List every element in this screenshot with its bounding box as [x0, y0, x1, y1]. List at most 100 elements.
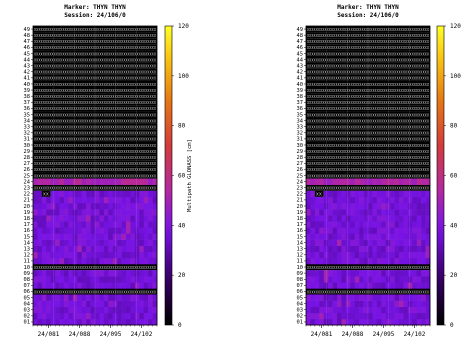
heatmap-cell-08-12: [359, 276, 364, 283]
heatmap-cell-19-18: [385, 209, 391, 216]
y-tick-label: 34: [24, 118, 31, 124]
heatmap-cell-04-20: [121, 300, 127, 307]
heatmap-cell-15-7: [337, 233, 342, 240]
heatmap-cell-18-13: [363, 215, 369, 222]
heatmap-cell-20-12: [86, 202, 91, 210]
heatmap-cell-08-0: [306, 276, 311, 283]
heatmap-cell-02-11: [81, 312, 87, 320]
heatmap-cell-14-13: [363, 239, 369, 246]
heatmap-cell-07-12: [86, 282, 91, 289]
heatmap-cell-09-19: [117, 270, 122, 277]
y-tick-label: 15: [24, 234, 31, 240]
heatmap-cell-09-22: [403, 270, 409, 277]
chart-title: Marker: THYN THYN: [64, 4, 126, 11]
heatmap-cell-01-6: [332, 318, 338, 326]
heatmap-cell-03-19: [117, 306, 122, 314]
heatmap-cell-15-20: [394, 233, 400, 240]
heatmap-cell-14-10: [77, 239, 83, 246]
heatmap-cell-01-16: [376, 318, 382, 326]
heatmap-cell-02-15: [99, 312, 105, 320]
heatmap-cell-04-27: [152, 300, 158, 307]
heatmap-cell-22-27: [425, 190, 431, 198]
y-tick-label: 45: [297, 51, 304, 57]
heatmap-cell-20-9: [72, 202, 78, 210]
heatmap-cell-14-21: [126, 239, 131, 246]
heatmap-cell-05-11: [354, 294, 360, 301]
y-tick-label: 38: [297, 94, 304, 100]
heatmap-cell-02-0: [33, 312, 38, 320]
heatmap-cell-24-13: [90, 178, 96, 185]
heatmap-cell-03-9: [345, 306, 351, 314]
heatmap-cell-18-23: [407, 215, 413, 222]
heatmap-cell-03-11: [81, 306, 87, 314]
heatmap-cell-17-21: [399, 221, 404, 228]
heatmap-cell-21-13: [90, 196, 96, 204]
heatmap-cell-03-10: [77, 306, 83, 314]
heatmap-cell-02-1: [37, 312, 43, 320]
heatmap-cell-19-19: [390, 209, 395, 216]
heatmap-cell-03-22: [130, 306, 136, 314]
heatmap-cell-08-14: [368, 276, 373, 283]
y-tick-label: 45: [24, 51, 31, 57]
heatmap-cell-04-13: [90, 300, 96, 307]
heatmap-cell-01-20: [121, 318, 127, 326]
heatmap-cell-03-9: [72, 306, 78, 314]
heatmap-cell-11-21: [399, 257, 404, 265]
heatmap-cell-17-6: [332, 221, 338, 228]
no-data-marks-30: xxxxxxxxxxxxxxxxxxxxxxxxxxxxxxxxxxxxxxxx…: [34, 143, 156, 149]
heatmap-cell-09-26: [421, 270, 426, 277]
heatmap-cell-01-5: [328, 318, 333, 326]
no-data-row-28: [33, 154, 157, 161]
heatmap-cell-02-1: [310, 312, 316, 320]
no-data-marks-06: xxxxxxxxxxxxxxxxxxxxxxxxxxxxxxxxxxxxxxxx…: [307, 289, 429, 295]
no-data-marks-41: xxxxxxxxxxxxxxxxxxxxxxxxxxxxxxxxxxxxxxxx…: [307, 76, 429, 82]
heatmap-cell-13-3: [46, 245, 52, 253]
heatmap-cell-15-3: [46, 233, 52, 240]
heatmap-cell-03-14: [95, 306, 100, 314]
heatmap-cell-19-26: [148, 209, 153, 216]
heatmap-cell-13-10: [350, 245, 356, 253]
heatmap-cell-03-21: [126, 306, 131, 314]
heatmap-cell-21-4: [323, 196, 329, 204]
heatmap-cell-16-9: [72, 227, 78, 234]
heatmap-cell-18-3: [46, 215, 52, 222]
x-tick-label: 24/102: [404, 331, 426, 338]
y-tick-label: 44: [24, 57, 31, 63]
heatmap-cell-18-24: [412, 215, 418, 222]
no-data-marks-36: xxxxxxxxxxxxxxxxxxxxxxxxxxxxxxxxxxxxxxxx…: [34, 106, 156, 112]
heatmap-cell-15-7: [64, 233, 69, 240]
heatmap-cell-16-4: [50, 227, 56, 234]
heatmap-cell-21-8: [341, 196, 347, 204]
heatmap-cell-11-27: [425, 257, 431, 265]
heatmap-cell-05-27: [425, 294, 431, 301]
heatmap-cell-22-1: [37, 190, 43, 198]
heatmap-cell-02-9: [345, 312, 351, 320]
heatmap-cell-21-7: [337, 196, 342, 204]
heatmap-cell-16-9: [345, 227, 351, 234]
heatmap-cell-19-14: [95, 209, 100, 216]
heatmap-cell-03-17: [381, 306, 387, 314]
heatmap-cell-24-14: [95, 178, 100, 185]
heatmap-cell-08-22: [403, 276, 409, 283]
heatmap-cell-12-15: [372, 251, 378, 259]
heatmap-cell-08-7: [64, 276, 69, 283]
heatmap-cell-08-11: [81, 276, 87, 283]
colorbar-tick-label: 80: [178, 123, 186, 130]
heatmap-cell-03-15: [372, 306, 378, 314]
heatmap-cell-04-6: [59, 300, 65, 307]
heatmap-cell-07-27: [152, 282, 158, 289]
heatmap-cell-17-0: [306, 221, 311, 228]
heatmap-cell-02-14: [368, 312, 373, 320]
y-tick-label: 42: [24, 70, 31, 76]
heatmap-cell-17-26: [421, 221, 426, 228]
heatmap-cell-02-12: [86, 312, 91, 320]
heatmap-cell-04-16: [103, 300, 109, 307]
heatmap-cell-12-9: [72, 251, 78, 259]
heatmap-cell-15-16: [103, 233, 109, 240]
heatmap-cell-04-10: [350, 300, 356, 307]
heatmap-cell-08-5: [328, 276, 333, 283]
heatmap-cell-12-19: [117, 251, 122, 259]
heatmap-cell-01-27: [152, 318, 158, 326]
heatmap-cell-08-25: [143, 276, 149, 283]
heatmap-cell-05-6: [332, 294, 338, 301]
